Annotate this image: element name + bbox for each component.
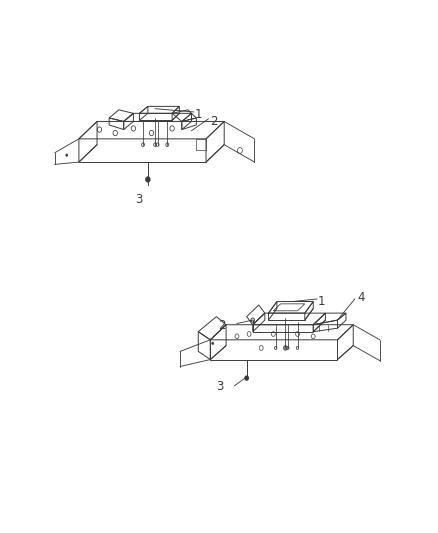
Circle shape [146, 177, 150, 182]
Circle shape [66, 154, 68, 156]
Text: 2: 2 [219, 319, 226, 332]
Text: 1: 1 [318, 295, 325, 308]
Text: 3: 3 [136, 193, 143, 206]
Circle shape [212, 342, 214, 344]
Circle shape [245, 376, 248, 381]
Text: 4: 4 [357, 292, 364, 304]
Text: 1: 1 [195, 108, 203, 121]
Text: 2: 2 [210, 115, 217, 128]
Text: 3: 3 [216, 380, 223, 393]
